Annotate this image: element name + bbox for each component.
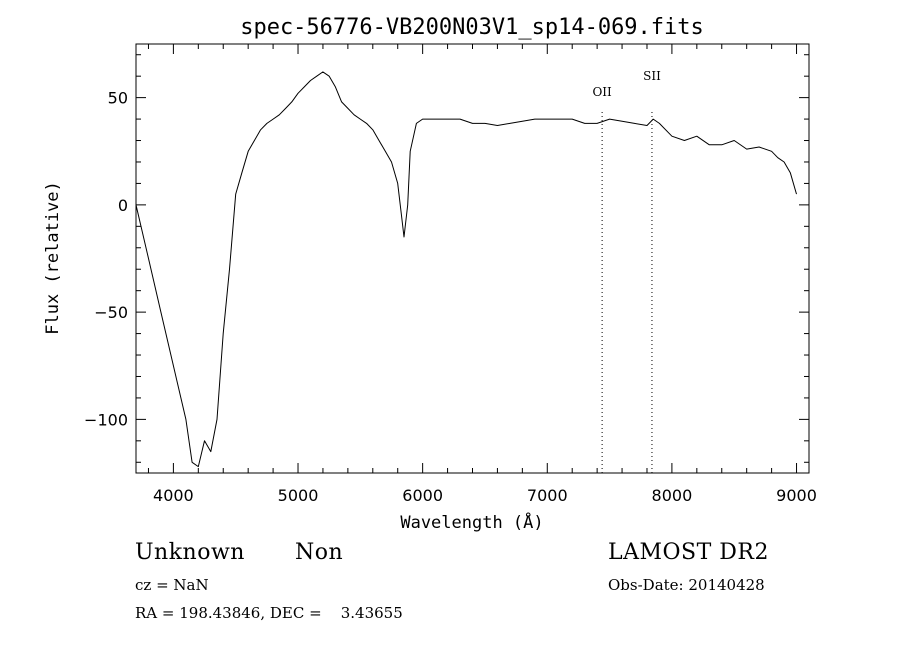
object-subclass: Non — [295, 540, 344, 565]
plot-frame — [135, 43, 810, 474]
survey-name: LAMOST DR2 — [608, 540, 769, 565]
x-tick-label: 4000 — [153, 486, 194, 505]
spectrum-line — [135, 71, 797, 468]
y-tick-label: 0 — [118, 196, 128, 215]
x-tick-label: 7000 — [527, 486, 568, 505]
obs-date: Obs-Date: 20140428 — [608, 576, 765, 594]
redshift-value: cz = NaN — [135, 576, 209, 594]
y-tick-label: −50 — [94, 303, 128, 322]
y-tick-label: 50 — [108, 89, 128, 108]
y-axis-label: Flux (relative) — [43, 181, 63, 335]
spectral-line-label: SII — [643, 69, 661, 83]
spectral-line-markers: OII SII — [592, 69, 661, 473]
coordinates: RA = 198.43846, DEC = 3.43655 — [135, 604, 403, 622]
spectral-line-label: OII — [592, 85, 612, 99]
y-axis-ticks: −100 −50 0 50 — [84, 54, 809, 463]
x-tick-label: 8000 — [652, 486, 693, 505]
chart-title: spec-56776-VB200N03V1_sp14-069.fits — [240, 15, 704, 40]
x-axis-label: Wavelength (Å) — [400, 511, 543, 533]
x-axis-ticks: 4000 5000 6000 7000 8000 9000 — [147, 44, 817, 505]
x-tick-label: 9000 — [776, 486, 817, 505]
x-tick-label: 5000 — [278, 486, 319, 505]
x-tick-label: 6000 — [402, 486, 443, 505]
y-tick-label: −100 — [84, 410, 128, 429]
object-class: Unknown — [135, 540, 245, 565]
